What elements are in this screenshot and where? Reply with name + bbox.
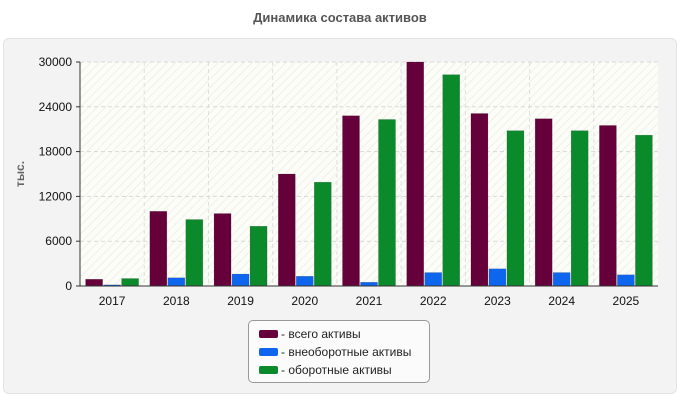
- axes: [76, 61, 658, 287]
- chart-title: Динамика состава активов: [253, 10, 427, 25]
- bar-2019-series-3: [249, 226, 268, 287]
- x-tick-label: 2022: [420, 294, 447, 308]
- x-tick-label: 2025: [613, 294, 640, 308]
- bar-2020-series-1: [278, 173, 296, 287]
- y-tick-label: 24000: [39, 100, 73, 114]
- bar-2019-series-1: [213, 213, 232, 287]
- bar-2021-series-2: [360, 282, 378, 287]
- y-tick-label: 0: [65, 279, 72, 293]
- bar-2018-series-2: [167, 277, 186, 287]
- bar-2023-series-3: [506, 130, 525, 287]
- bar-2024-series-3: [570, 130, 589, 287]
- bar-2025-series-1: [599, 125, 617, 287]
- x-tick-label: 2017: [99, 294, 126, 308]
- y-tick-label: 30000: [39, 55, 73, 69]
- y-tick-label: 6000: [45, 234, 72, 248]
- bar-2020-series-2: [296, 276, 314, 287]
- x-tick-label: 2018: [163, 294, 190, 308]
- bar-2017-series-1: [85, 279, 103, 287]
- legend-label: - внеоборотные активы: [281, 345, 412, 359]
- bar-2017-series-3: [121, 278, 139, 287]
- legend-item: - всего активы: [259, 325, 429, 343]
- x-tick-label: 2021: [356, 294, 383, 308]
- tick-labels: 0 6000 12000 18000 24000 30000 2017 2018 2019 202…: [39, 55, 640, 308]
- bar-2021-series-3: [378, 119, 396, 287]
- legend-swatch: [259, 348, 278, 356]
- bar-2021-series-1: [342, 115, 360, 287]
- legend-item: - внеоборотные активы: [259, 343, 429, 361]
- bar-2018-series-1: [149, 211, 168, 287]
- bars: [85, 61, 653, 287]
- bar-2022-series-2: [424, 272, 442, 287]
- bar-2023-series-1: [470, 113, 489, 287]
- x-tick-label: 2019: [227, 294, 254, 308]
- bar-2020-series-3: [314, 181, 332, 287]
- y-axis-title: тыс.: [13, 161, 27, 187]
- bar-2018-series-3: [185, 219, 204, 287]
- plot-hatch: [80, 62, 658, 286]
- legend-swatch: [259, 366, 278, 374]
- bar-2022-series-3: [442, 74, 460, 287]
- legend: - всего активы - внеоборотные активы - обо…: [248, 320, 430, 383]
- bar-2025-series-3: [635, 134, 653, 287]
- legend-label: - оборотные активы: [281, 363, 392, 377]
- y-tick-label: 12000: [39, 189, 73, 203]
- legend-item: - оборотные активы: [259, 361, 429, 379]
- bar-2024-series-2: [552, 272, 571, 287]
- bar-2023-series-2: [488, 268, 507, 287]
- grid-lines: [80, 61, 658, 286]
- bar-2024-series-1: [534, 118, 553, 287]
- x-tick-label: 2020: [291, 294, 318, 308]
- bar-2022-series-1: [406, 61, 424, 287]
- x-tick-label: 2024: [548, 294, 575, 308]
- x-tick-label: 2023: [484, 294, 511, 308]
- y-tick-label: 18000: [39, 145, 73, 159]
- bar-2025-series-2: [617, 274, 635, 287]
- legend-label: - всего активы: [281, 327, 361, 341]
- bar-2019-series-2: [231, 273, 250, 287]
- legend-swatch: [259, 330, 278, 338]
